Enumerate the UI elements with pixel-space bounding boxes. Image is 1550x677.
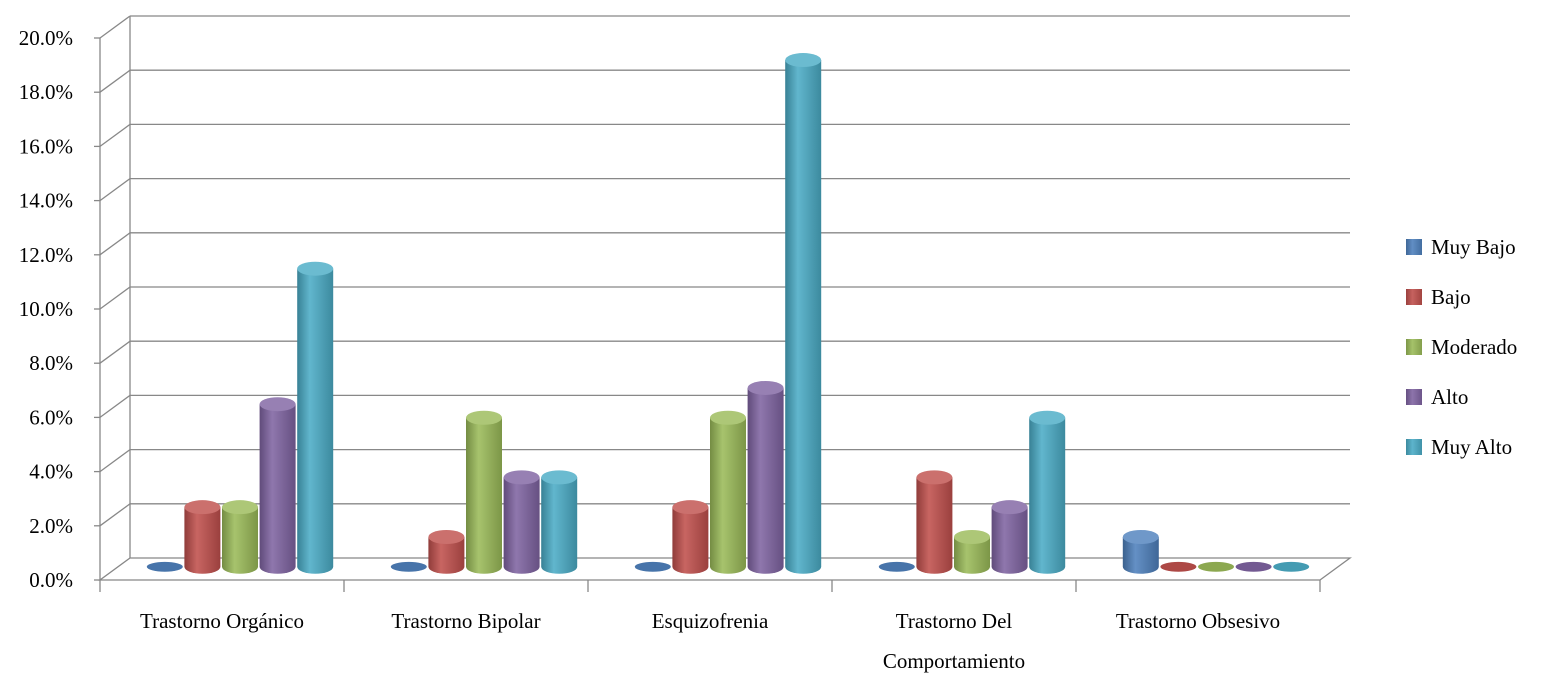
legend-item-alto: Alto bbox=[1406, 372, 1517, 422]
bar-bajo-trastorno-bipolar bbox=[428, 529, 465, 574]
gridline-side bbox=[99, 15, 131, 39]
legend-label: Muy Alto bbox=[1431, 434, 1513, 459]
y-tick-label: 2.0% bbox=[29, 514, 73, 538]
y-axis-tick-labels: 0.0% 2.0% 4.0% 6.0% 8.0% 10.0% 12.0% 14.0% 16.0%… bbox=[19, 26, 100, 592]
bar-bajo-trastorno-del-comportamiento bbox=[916, 470, 953, 574]
y-tick-label: 18.0% bbox=[19, 80, 73, 104]
bar-alto-esquizofrenia bbox=[747, 380, 784, 574]
y-tick-label: 12.0% bbox=[19, 243, 73, 267]
gridline-side bbox=[99, 69, 131, 93]
bar-muy-bajo-trastorno-organico bbox=[146, 561, 183, 572]
bar-alto-trastorno-obsesivo bbox=[1235, 561, 1272, 572]
x-axis-tick-labels: Trastorno Orgánico Trastorno Bipolar Esqui… bbox=[99, 580, 1321, 673]
legend-item-bajo: Bajo bbox=[1406, 272, 1517, 322]
legend-label: Alto bbox=[1431, 384, 1469, 409]
bar-muy-bajo-trastorno-obsesivo bbox=[1122, 529, 1159, 574]
bar-moderado-trastorno-obsesivo bbox=[1198, 561, 1234, 572]
legend-label: Muy Bajo bbox=[1431, 234, 1516, 259]
bar-alto-trastorno-del-comportamiento bbox=[991, 500, 1028, 574]
bar-bajo-trastorno-obsesivo bbox=[1160, 561, 1197, 572]
bar-muy-bajo-esquizofrenia bbox=[634, 561, 671, 572]
legend-label: Moderado bbox=[1431, 334, 1518, 359]
legend-swatch bbox=[1406, 439, 1422, 455]
bar-muy-bajo-trastorno-bipolar bbox=[390, 561, 427, 572]
legend-swatch bbox=[1406, 339, 1422, 355]
bar-bajo-trastorno-organico bbox=[184, 500, 221, 574]
bar-muy-alto-trastorno-organico bbox=[297, 261, 334, 574]
bar-muy-alto-esquizofrenia bbox=[785, 53, 822, 574]
legend-swatch bbox=[1406, 239, 1422, 255]
legend-swatch bbox=[1406, 289, 1422, 305]
y-tick-label: 4.0% bbox=[29, 460, 73, 484]
y-tick-label: 14.0% bbox=[19, 189, 73, 213]
bar-muy-alto-trastorno-bipolar bbox=[541, 470, 578, 574]
y-tick-label: 6.0% bbox=[29, 405, 73, 429]
legend-item-muy-bajo: Muy Bajo bbox=[1406, 222, 1517, 272]
bar-muy-alto-trastorno-obsesivo bbox=[1273, 561, 1310, 572]
y-tick-label: 10.0% bbox=[19, 297, 73, 321]
chart-floor bbox=[98, 557, 1352, 581]
y-tick-label: 16.0% bbox=[19, 134, 73, 158]
x-tick-label: Esquizofrenia bbox=[652, 609, 769, 633]
legend-item-moderado: Moderado bbox=[1406, 322, 1517, 372]
bar-bajo-esquizofrenia bbox=[672, 500, 709, 574]
legend-item-muy-alto: Muy Alto bbox=[1406, 422, 1517, 472]
gridline-side bbox=[99, 394, 131, 418]
floor-outline bbox=[98, 557, 1352, 581]
bar-alto-trastorno-organico bbox=[259, 397, 296, 574]
y-tick-label: 20.0% bbox=[19, 26, 73, 50]
bar-series bbox=[146, 53, 1310, 574]
gridline-side bbox=[99, 449, 131, 473]
bar-muy-alto-trastorno-del-comportamiento bbox=[1029, 410, 1066, 574]
gridline-side bbox=[99, 340, 131, 364]
bar-moderado-trastorno-del-comportamiento bbox=[954, 529, 990, 574]
gridline-side bbox=[99, 232, 131, 256]
x-tick-label: Trastorno Bipolar bbox=[391, 609, 540, 633]
bar-alto-trastorno-bipolar bbox=[503, 470, 540, 574]
bar-moderado-trastorno-organico bbox=[222, 500, 258, 574]
legend: Muy Bajo Bajo Moderado Alto Muy Alto bbox=[1406, 222, 1517, 472]
bar-muy-bajo-trastorno-del-comportamiento bbox=[878, 561, 915, 572]
x-tick-label: Trastorno Obsesivo bbox=[1116, 609, 1280, 633]
x-tick-label: Trastorno Del Comportamiento bbox=[883, 609, 1025, 673]
legend-swatch bbox=[1406, 389, 1422, 405]
bar-moderado-esquizofrenia bbox=[710, 410, 746, 574]
y-tick-label: 8.0% bbox=[29, 351, 73, 375]
y-tick-label: 0.0% bbox=[29, 568, 73, 592]
gridline-side bbox=[99, 123, 131, 147]
x-tick-label: Trastorno Orgánico bbox=[140, 609, 304, 633]
gridline-side bbox=[99, 286, 131, 310]
gridline-side bbox=[99, 178, 131, 202]
gridline-side bbox=[99, 503, 131, 527]
legend-label: Bajo bbox=[1431, 284, 1471, 309]
bar-moderado-trastorno-bipolar bbox=[466, 410, 502, 574]
